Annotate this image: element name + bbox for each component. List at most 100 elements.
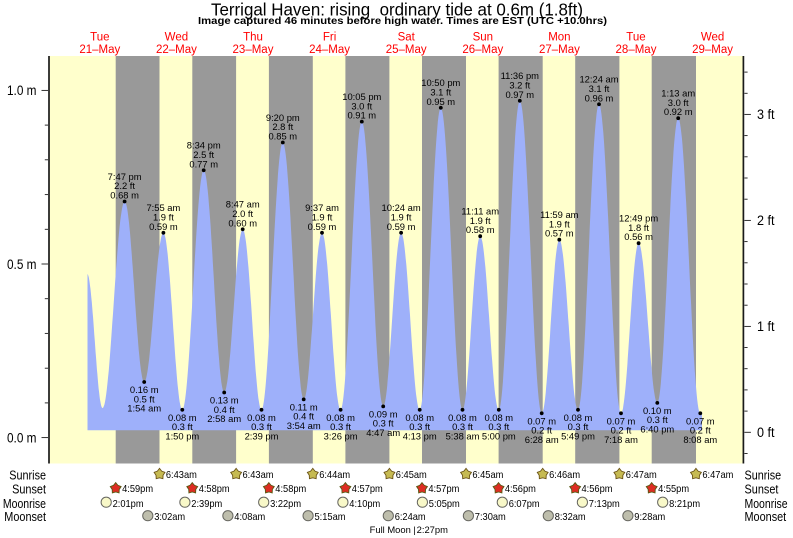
svg-text:Moonset: Moonset (4, 509, 46, 524)
svg-text:4:57pm: 4:57pm (428, 484, 459, 495)
svg-text:8:32am: 8:32am (555, 512, 586, 523)
svg-text:6:24am: 6:24am (395, 512, 426, 523)
svg-text:6:43am: 6:43am (243, 470, 274, 481)
svg-text:4:55pm: 4:55pm (658, 484, 689, 495)
svg-text:0.2 ft: 0.2 ft (611, 425, 632, 436)
svg-text:0.5 ft: 0.5 ft (134, 393, 155, 404)
svg-text:Mon: Mon (548, 31, 570, 43)
svg-text:1:13 am: 1:13 am (661, 88, 695, 99)
svg-text:3.1 ft: 3.1 ft (430, 87, 451, 98)
svg-text:0.85 m: 0.85 m (268, 131, 297, 142)
svg-text:0.08 m: 0.08 m (405, 412, 434, 423)
svg-text:3.2 ft: 3.2 ft (509, 80, 530, 91)
svg-text:7:55 am: 7:55 am (146, 202, 180, 213)
svg-text:0.77 m: 0.77 m (189, 158, 218, 169)
svg-text:4:56pm: 4:56pm (505, 484, 536, 495)
svg-text:10:50 pm: 10:50 pm (421, 77, 460, 88)
svg-text:0.2 ft: 0.2 ft (531, 425, 552, 436)
svg-text:6:46am: 6:46am (549, 470, 580, 481)
svg-text:9:20 pm: 9:20 pm (266, 112, 300, 123)
svg-text:5:15am: 5:15am (315, 512, 346, 523)
svg-text:0.08 m: 0.08 m (448, 412, 477, 423)
svg-text:4:57pm: 4:57pm (352, 484, 383, 495)
svg-text:0.3 ft: 0.3 ft (251, 421, 272, 432)
svg-text:0.11 m: 0.11 m (290, 401, 318, 412)
svg-text:6:45am: 6:45am (396, 470, 427, 481)
svg-text:0.3 ft: 0.3 ft (647, 414, 668, 425)
svg-text:0.09 m: 0.09 m (369, 408, 398, 419)
svg-text:0.08 m: 0.08 m (326, 412, 355, 423)
svg-text:Tue: Tue (90, 31, 109, 43)
svg-text:Moonset: Moonset (745, 509, 787, 524)
svg-text:23–May: 23–May (233, 44, 274, 56)
svg-text:0.59 m: 0.59 m (149, 221, 178, 232)
svg-text:0.08 m: 0.08 m (168, 412, 197, 423)
svg-text:0.97 m: 0.97 m (505, 89, 534, 100)
svg-text:4:47 am: 4:47 am (366, 427, 400, 438)
svg-text:Wed: Wed (701, 31, 724, 43)
svg-text:2:58 am: 2:58 am (207, 413, 241, 424)
svg-text:2.0 ft: 2.0 ft (232, 208, 253, 219)
svg-text:0.3 ft: 0.3 ft (172, 421, 193, 432)
svg-text:10:24 am: 10:24 am (382, 202, 421, 213)
svg-text:1.9 ft: 1.9 ft (312, 212, 333, 223)
svg-text:4:13 pm: 4:13 pm (403, 430, 437, 441)
svg-text:3:22pm: 3:22pm (270, 499, 301, 510)
svg-text:0.16 m: 0.16 m (130, 384, 159, 395)
svg-text:6:47am: 6:47am (626, 470, 657, 481)
svg-text:5:05pm: 5:05pm (429, 499, 460, 510)
svg-text:26–May: 26–May (462, 44, 503, 56)
svg-text:9:37 am: 9:37 am (305, 202, 339, 213)
svg-text:29–May: 29–May (692, 44, 733, 56)
svg-text:0.4 ft: 0.4 ft (293, 411, 314, 422)
svg-text:4:10pm: 4:10pm (349, 499, 380, 510)
svg-text:3.0 ft: 3.0 ft (668, 97, 689, 108)
svg-text:0.96 m: 0.96 m (585, 92, 614, 103)
svg-text:25–May: 25–May (386, 44, 427, 56)
svg-text:9:28am: 9:28am (634, 512, 665, 523)
svg-text:12:24 am: 12:24 am (579, 74, 618, 85)
svg-text:0.3 ft: 0.3 ft (568, 421, 589, 432)
svg-text:Full Moon | 2:27pm: Full Moon | 2:27pm (370, 524, 448, 535)
svg-text:Sunset: Sunset (745, 481, 779, 496)
svg-text:Sunrise: Sunrise (9, 467, 46, 482)
svg-text:0.56 m: 0.56 m (624, 231, 653, 242)
svg-text:0.5 m: 0.5 m (7, 257, 37, 272)
svg-text:0.07 m: 0.07 m (686, 415, 715, 426)
svg-text:0.92 m: 0.92 m (664, 106, 693, 117)
svg-text:0.59 m: 0.59 m (387, 221, 416, 232)
svg-text:11:11 am: 11:11 am (461, 206, 499, 217)
svg-text:4:59pm: 4:59pm (122, 484, 153, 495)
svg-text:10:05 pm: 10:05 pm (342, 91, 381, 102)
svg-text:8:47 am: 8:47 am (226, 199, 260, 210)
svg-text:Sunrise: Sunrise (745, 467, 782, 482)
svg-text:Sun: Sun (473, 31, 493, 43)
svg-text:11:36 pm: 11:36 pm (501, 70, 540, 81)
svg-text:0.08 m: 0.08 m (484, 412, 513, 423)
svg-text:0.68 m: 0.68 m (110, 190, 139, 201)
svg-text:3:54 am: 3:54 am (287, 420, 321, 431)
svg-text:27–May: 27–May (539, 44, 580, 56)
svg-text:4:08am: 4:08am (234, 512, 265, 523)
svg-text:11:59 am: 11:59 am (540, 209, 579, 220)
svg-text:0.3 ft: 0.3 ft (409, 421, 430, 432)
svg-text:24–May: 24–May (309, 44, 350, 56)
svg-text:0.07 m: 0.07 m (607, 415, 636, 426)
svg-text:1.9 ft: 1.9 ft (549, 218, 570, 229)
svg-text:21–May: 21–May (79, 44, 120, 56)
svg-text:0.3 ft: 0.3 ft (373, 418, 394, 429)
svg-text:0.91 m: 0.91 m (347, 110, 376, 121)
svg-text:Fri: Fri (323, 31, 336, 43)
svg-text:8:08 am: 8:08 am (683, 434, 717, 445)
svg-text:6:28 am: 6:28 am (525, 434, 559, 445)
svg-text:2:01pm: 2:01pm (113, 499, 144, 510)
svg-text:12:49 pm: 12:49 pm (619, 213, 658, 224)
svg-text:7:18 am: 7:18 am (604, 434, 638, 445)
svg-text:1.9 ft: 1.9 ft (153, 212, 174, 223)
svg-text:0.60 m: 0.60 m (228, 217, 257, 228)
svg-text:Sunset: Sunset (12, 481, 46, 496)
svg-text:7:13pm: 7:13pm (589, 499, 620, 510)
svg-text:1.9 ft: 1.9 ft (391, 212, 412, 223)
svg-text:0.2 ft: 0.2 ft (690, 425, 711, 436)
svg-text:4:58pm: 4:58pm (275, 484, 306, 495)
